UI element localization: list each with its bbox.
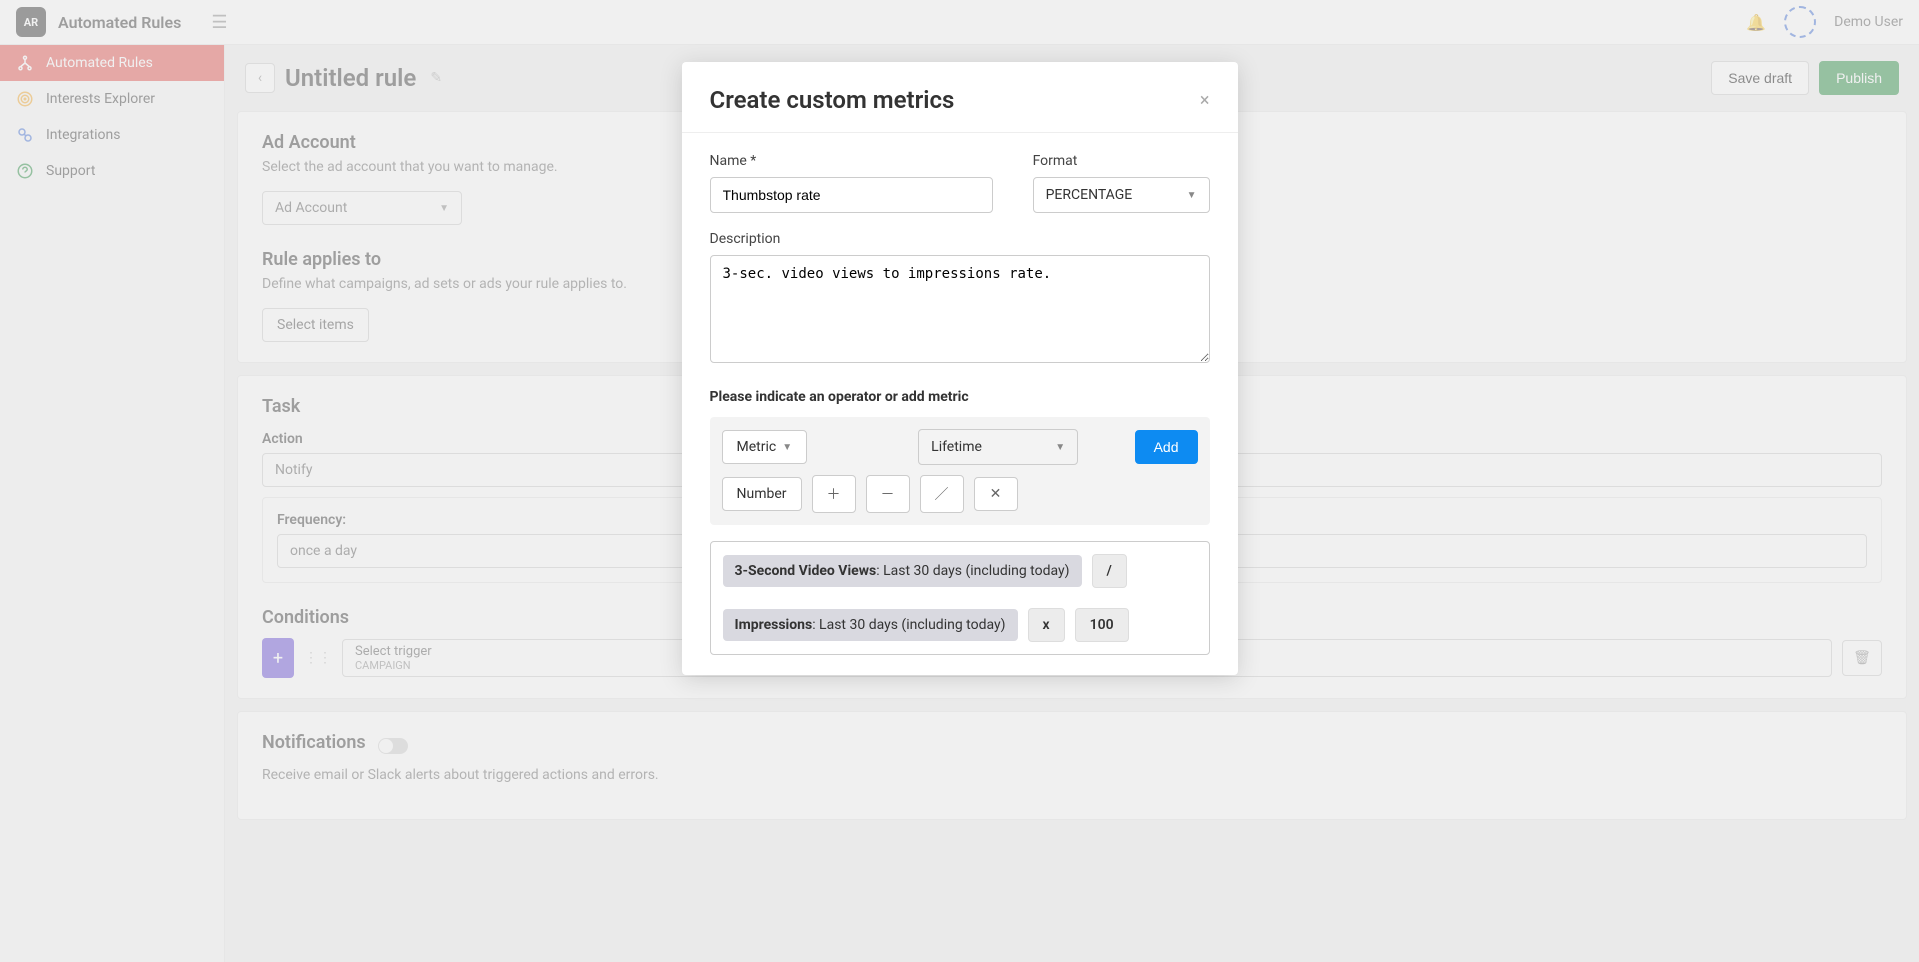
- divide-icon: ／: [935, 484, 949, 504]
- modal-title: Create custom metrics: [710, 86, 955, 114]
- chevron-down-icon: ▼: [1187, 190, 1197, 201]
- operator-minus-button[interactable]: －: [866, 475, 910, 513]
- formula-builder: Metric ▼ Lifetime ▼ Add Number ＋: [710, 417, 1210, 525]
- formula-expression-box: 3-Second Video Views: Last 30 days (incl…: [710, 541, 1210, 655]
- formula-metric-chip[interactable]: Impressions: Last 30 days (including tod…: [723, 609, 1018, 641]
- add-metric-button[interactable]: Add: [1135, 430, 1198, 464]
- metric-name-input[interactable]: [710, 177, 993, 213]
- number-button[interactable]: Number: [722, 477, 802, 511]
- name-label: Name *: [710, 153, 993, 169]
- chevron-down-icon: ▼: [782, 442, 792, 453]
- multiply-icon: ✕: [990, 486, 1002, 502]
- timeframe-dropdown[interactable]: Lifetime ▼: [918, 429, 1078, 465]
- chip-metric-period: : Last 30 days (including today): [876, 563, 1069, 579]
- builder-instruction: Please indicate an operator or add metri…: [710, 389, 1210, 405]
- format-value: PERCENTAGE: [1046, 187, 1133, 203]
- create-custom-metrics-modal: Create custom metrics × Name * Format PE…: [682, 62, 1238, 675]
- metric-picker-button[interactable]: Metric ▼: [722, 430, 808, 464]
- operator-divide-button[interactable]: ／: [920, 475, 964, 513]
- minus-icon: －: [881, 484, 895, 504]
- chip-metric-name: 3-Second Video Views: [735, 563, 877, 579]
- timeframe-value: Lifetime: [931, 439, 982, 455]
- modal-close-button[interactable]: ×: [1200, 90, 1210, 111]
- chevron-down-icon: ▼: [1055, 442, 1065, 453]
- chip-metric-name: Impressions: [735, 617, 813, 633]
- modal-overlay: Create custom metrics × Name * Format PE…: [0, 0, 1919, 962]
- formula-operator-chip[interactable]: x: [1028, 608, 1065, 642]
- description-label: Description: [710, 231, 1210, 247]
- chip-metric-period: : Last 30 days (including today): [812, 617, 1005, 633]
- description-textarea[interactable]: 3-sec. video views to impressions rate.: [710, 255, 1210, 363]
- close-icon: ×: [1200, 90, 1210, 111]
- formula-number-chip[interactable]: 100: [1075, 608, 1129, 642]
- operator-plus-button[interactable]: ＋: [812, 475, 856, 513]
- format-label: Format: [1033, 153, 1210, 169]
- formula-metric-chip[interactable]: 3-Second Video Views: Last 30 days (incl…: [723, 555, 1082, 587]
- operator-multiply-button[interactable]: ✕: [974, 477, 1018, 511]
- formula-operator-chip[interactable]: /: [1092, 554, 1127, 588]
- metric-btn-label: Metric: [737, 439, 777, 455]
- plus-icon: ＋: [827, 484, 841, 504]
- format-dropdown[interactable]: PERCENTAGE ▼: [1033, 177, 1210, 213]
